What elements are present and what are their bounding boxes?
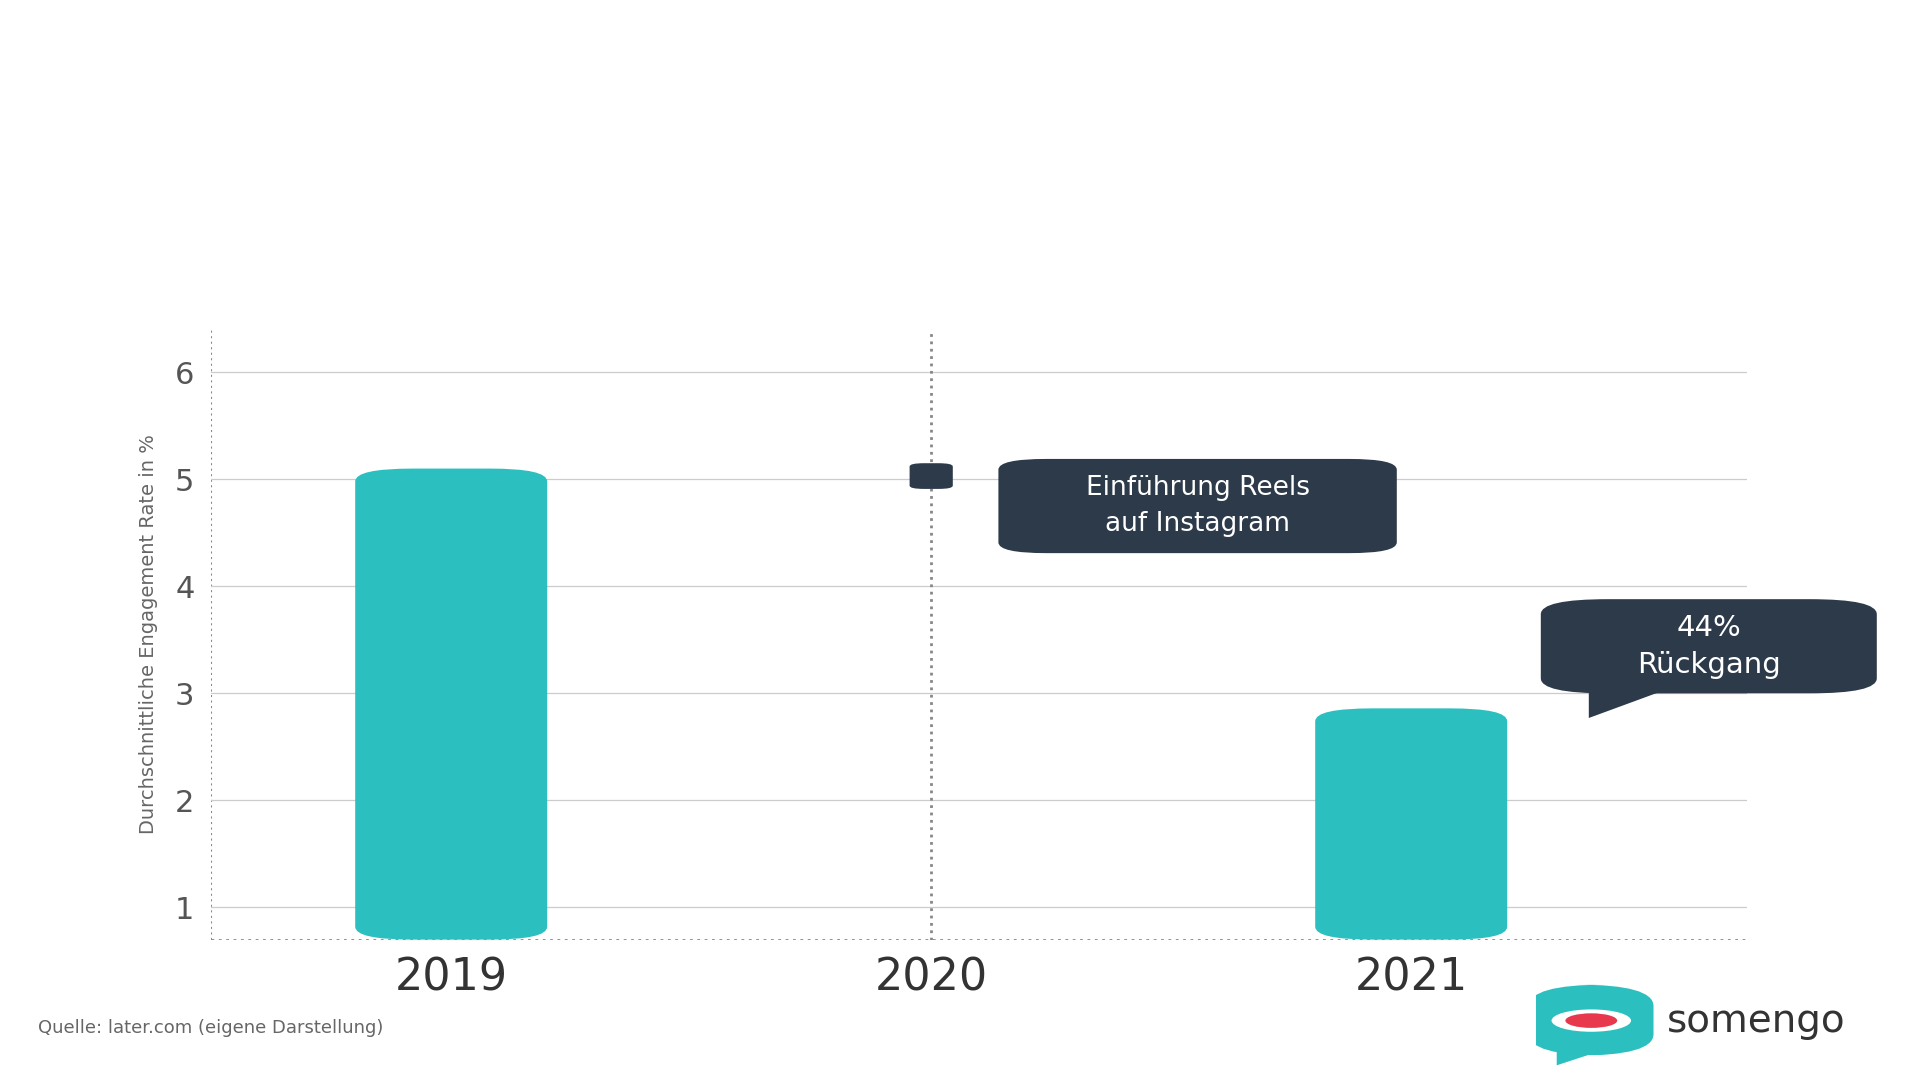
Text: somengo: somengo — [1667, 1001, 1845, 1040]
FancyBboxPatch shape — [910, 463, 952, 489]
Circle shape — [1565, 1013, 1617, 1028]
FancyBboxPatch shape — [355, 469, 547, 940]
Y-axis label: Durchschnittliche Engagement Rate in %: Durchschnittliche Engagement Rate in % — [140, 434, 157, 835]
Polygon shape — [1557, 1052, 1597, 1065]
Polygon shape — [1590, 688, 1670, 718]
Text: Einführung Reels
auf Instagram: Einführung Reels auf Instagram — [1085, 475, 1309, 537]
Text: INSTAGRAM FEED-POSTS 2019 VS. 2021: INSTAGRAM FEED-POSTS 2019 VS. 2021 — [146, 199, 1774, 268]
FancyBboxPatch shape — [1540, 599, 1876, 693]
Text: Quelle: later.com (eigene Darstellung): Quelle: later.com (eigene Darstellung) — [38, 1018, 384, 1037]
FancyBboxPatch shape — [1315, 708, 1507, 940]
Text: DURCHSCHNITTLICHE ENGAGEMENT RATE VON: DURCHSCHNITTLICHE ENGAGEMENT RATE VON — [12, 58, 1908, 127]
FancyBboxPatch shape — [998, 459, 1396, 553]
Text: 44%
Rückgang: 44% Rückgang — [1638, 613, 1780, 678]
FancyBboxPatch shape — [1528, 985, 1653, 1055]
Circle shape — [1551, 1010, 1630, 1031]
